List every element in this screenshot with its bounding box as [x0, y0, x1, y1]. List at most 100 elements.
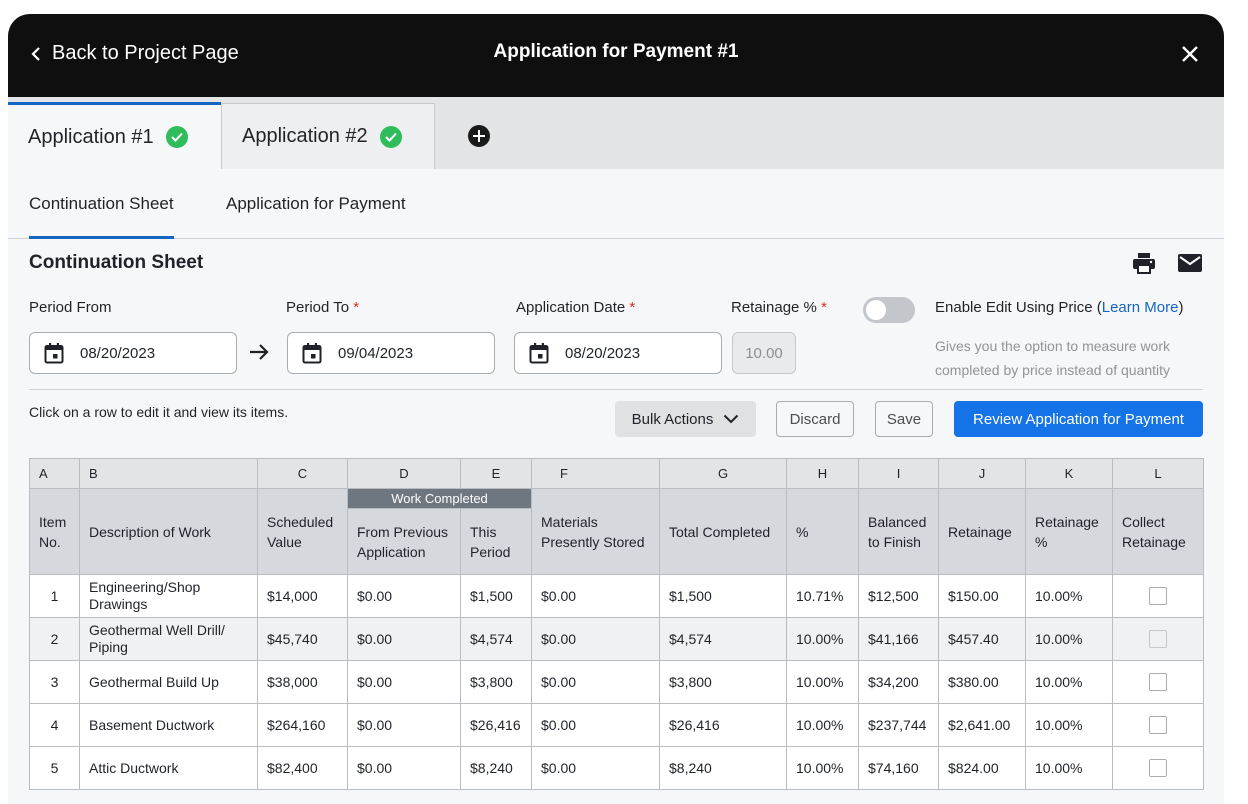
- page-title: Application for Payment #1: [493, 41, 739, 62]
- tab-continuation-sheet[interactable]: Continuation Sheet: [29, 194, 174, 239]
- arrow-right-icon: [250, 344, 269, 360]
- cell-balance: $74,160: [858, 746, 939, 790]
- period-to-input[interactable]: 09/04/2023: [287, 332, 495, 374]
- cell-scheduled: $82,400: [257, 746, 348, 790]
- print-icon[interactable]: [1132, 252, 1156, 274]
- column-letter: J: [938, 458, 1026, 489]
- divider: [29, 389, 1203, 390]
- retainage-input[interactable]: 10.00: [732, 332, 796, 374]
- cell-this-period: $4,574: [460, 617, 532, 661]
- cell-item: 5: [29, 746, 80, 790]
- tab-application-1[interactable]: Application #1: [8, 102, 221, 169]
- section-title: Continuation Sheet: [29, 252, 204, 273]
- cell-percent: 10.00%: [786, 617, 859, 661]
- table-row[interactable]: 4 Basement Ductwork $264,160 $0.00 $26,4…: [29, 703, 1204, 747]
- collect-retainage-checkbox[interactable]: [1149, 716, 1167, 735]
- cell-retainage-pct: 10.00%: [1025, 703, 1113, 747]
- column-letter: A: [29, 458, 80, 489]
- cell-this-period: $1,500: [460, 574, 532, 618]
- header-retainage: Retainage: [938, 488, 1026, 575]
- cell-this-period: $26,416: [460, 703, 532, 747]
- column-letters-row: A B C D E F G H I J K L: [29, 458, 1204, 489]
- application-date-input[interactable]: 08/20/2023: [514, 332, 722, 374]
- cell-retainage-pct: 10.00%: [1025, 574, 1113, 618]
- cell-item: 1: [29, 574, 80, 618]
- cell-collect: [1112, 660, 1204, 704]
- mail-icon[interactable]: [1178, 254, 1202, 272]
- collect-retainage-checkbox[interactable]: [1149, 630, 1167, 649]
- chevron-left-icon: [31, 46, 40, 61]
- header-scheduled-value: Scheduled Value: [257, 488, 348, 575]
- cell-description: Geothermal Build Up: [79, 660, 258, 704]
- cell-item: 2: [29, 617, 80, 661]
- cell-total: $1,500: [659, 574, 787, 618]
- discard-button[interactable]: Discard: [776, 401, 854, 437]
- table-row[interactable]: 1 Engineering/Shop Drawings $14,000 $0.0…: [29, 574, 1204, 618]
- collect-retainage-checkbox[interactable]: [1149, 587, 1167, 606]
- tab-application-for-payment[interactable]: Application for Payment: [226, 194, 406, 213]
- learn-more-link[interactable]: Learn More: [1101, 299, 1179, 316]
- header-row: Item No. Description of Work Scheduled V…: [29, 488, 1204, 575]
- cell-description: Engineering/Shop Drawings: [79, 574, 258, 618]
- cell-retainage: $150.00: [938, 574, 1026, 618]
- cell-previous: $0.00: [347, 746, 461, 790]
- cell-total: $26,416: [659, 703, 787, 747]
- cell-retainage-pct: 10.00%: [1025, 660, 1113, 704]
- enable-edit-label: Enable Edit Using Price (Learn More): [935, 299, 1184, 316]
- table-row[interactable]: 2 Geothermal Well Drill/ Piping $45,740 …: [29, 617, 1204, 661]
- period-to-value: 09/04/2023: [338, 344, 414, 362]
- header-this-period: This Period: [460, 508, 532, 575]
- table-row[interactable]: 3 Geothermal Build Up $38,000 $0.00 $3,8…: [29, 660, 1204, 704]
- back-to-project-link[interactable]: Back to Project Page: [30, 42, 239, 65]
- cell-description: Geothermal Well Drill/ Piping: [79, 617, 258, 661]
- cell-percent: 10.00%: [786, 703, 859, 747]
- column-letter: F: [531, 458, 660, 489]
- header-materials: Materials Presently Stored: [531, 488, 660, 575]
- table-hint: Click on a row to edit it and view its i…: [29, 404, 289, 420]
- period-from-value: 08/20/2023: [80, 344, 156, 362]
- header-balance: Balanced to Finish: [858, 488, 939, 575]
- bulk-actions-button[interactable]: Bulk Actions: [615, 401, 756, 437]
- cell-collect: [1112, 703, 1204, 747]
- period-from-input[interactable]: 08/20/2023: [29, 332, 237, 374]
- header-collect-retainage: Collect Retainage: [1112, 488, 1204, 575]
- cell-description: Attic Ductwork: [79, 746, 258, 790]
- cell-retainage: $2,641.00: [938, 703, 1026, 747]
- header-item-no: Item No.: [29, 488, 80, 575]
- add-application-icon[interactable]: [468, 125, 490, 147]
- cell-materials: $0.00: [531, 703, 660, 747]
- cell-balance: $41,166: [858, 617, 939, 661]
- header-percent: %: [786, 488, 859, 575]
- cell-materials: $0.00: [531, 574, 660, 618]
- cell-materials: $0.00: [531, 617, 660, 661]
- close-icon[interactable]: [1180, 44, 1200, 64]
- cell-materials: $0.00: [531, 660, 660, 704]
- header-subrow: From Previous Application This Period: [30, 508, 1204, 575]
- calendar-icon: [529, 343, 549, 364]
- table-row[interactable]: 5 Attic Ductwork $82,400 $0.00 $8,240 $0…: [29, 746, 1204, 790]
- header-description: Description of Work: [79, 488, 258, 575]
- header-total-completed: Total Completed: [659, 488, 787, 575]
- collect-retainage-checkbox[interactable]: [1149, 759, 1167, 778]
- application-date-value: 08/20/2023: [565, 344, 641, 362]
- header-from-previous: From Previous Application: [347, 508, 461, 575]
- chevron-down-icon: [724, 414, 739, 424]
- cell-previous: $0.00: [347, 703, 461, 747]
- collect-retainage-checkbox[interactable]: [1149, 673, 1167, 692]
- cell-materials: $0.00: [531, 746, 660, 790]
- cell-balance: $237,744: [858, 703, 939, 747]
- enable-edit-toggle[interactable]: [863, 297, 915, 323]
- cell-scheduled: $14,000: [257, 574, 348, 618]
- tab-application-2[interactable]: Application #2: [221, 103, 435, 169]
- cell-this-period: $3,800: [460, 660, 532, 704]
- cell-previous: $0.00: [347, 617, 461, 661]
- bulk-actions-label: Bulk Actions: [631, 410, 714, 428]
- cell-description: Basement Ductwork: [79, 703, 258, 747]
- cell-previous: $0.00: [347, 660, 461, 704]
- cell-total: $8,240: [659, 746, 787, 790]
- header-work-completed: Work Completed: [347, 488, 532, 509]
- save-button[interactable]: Save: [875, 401, 933, 437]
- review-application-button[interactable]: Review Application for Payment: [954, 401, 1203, 437]
- cell-retainage-pct: 10.00%: [1025, 617, 1113, 661]
- cell-scheduled: $38,000: [257, 660, 348, 704]
